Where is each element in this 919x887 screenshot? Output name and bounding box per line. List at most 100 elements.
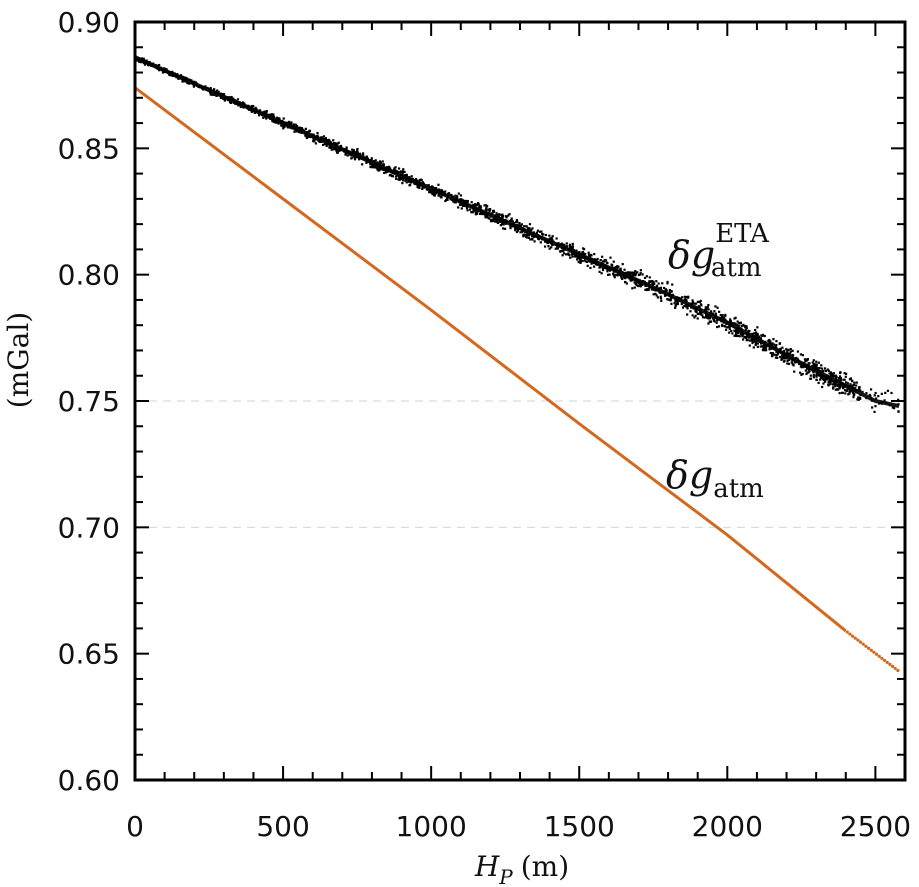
eta-point — [834, 376, 838, 379]
eta-point — [450, 193, 453, 197]
eta-point — [500, 213, 503, 216]
eta-point — [801, 354, 804, 357]
eta-point — [509, 219, 513, 222]
eta-point — [346, 154, 349, 157]
eta-point — [587, 251, 590, 254]
eta-point — [828, 372, 831, 375]
eta-point — [273, 120, 276, 124]
eta-point — [765, 349, 768, 352]
atm-tail-point — [877, 654, 881, 658]
eta-point — [401, 182, 404, 185]
eta-point — [409, 180, 412, 183]
eta-point — [479, 205, 483, 208]
eta-point — [331, 146, 334, 149]
eta-point — [780, 354, 784, 357]
eta-point — [447, 192, 450, 195]
eta-point — [745, 325, 748, 328]
eta-point — [571, 247, 574, 250]
eta-point — [654, 292, 657, 295]
axis-ticks — [134, 21, 906, 781]
eta-point — [706, 305, 709, 309]
eta-point — [507, 214, 510, 217]
eta-point — [519, 224, 522, 227]
eta-point — [791, 354, 795, 357]
eta-point — [272, 115, 275, 118]
atm-tail-point — [896, 668, 900, 673]
series-eta-core — [134, 55, 900, 409]
eta-point — [566, 253, 570, 256]
eta-point — [719, 314, 722, 317]
eta-point — [760, 334, 763, 337]
eta-point — [518, 222, 521, 225]
eta-point — [673, 302, 676, 305]
eta-point — [282, 117, 285, 120]
eta-point — [568, 243, 572, 246]
eta-point — [745, 339, 748, 342]
eta-point — [721, 315, 724, 318]
eta-point — [842, 385, 845, 389]
eta-point — [484, 208, 488, 211]
eta-point — [337, 141, 340, 144]
eta-point — [838, 392, 841, 395]
eta-point — [529, 238, 532, 241]
eta-point — [478, 204, 481, 207]
eta-point — [721, 324, 724, 328]
x-tick-label: 2000 — [692, 810, 763, 843]
eta-point — [354, 156, 357, 159]
atm-tail-point — [880, 656, 884, 660]
eta-point — [790, 361, 793, 364]
y-axis-label: (mGal) — [2, 312, 35, 408]
eta-point — [847, 393, 850, 396]
eta-point — [418, 178, 421, 182]
eta-point — [491, 211, 494, 214]
eta-point — [262, 116, 265, 119]
eta-point — [568, 254, 571, 257]
eta-point — [829, 371, 832, 374]
eta-point — [466, 209, 469, 212]
eta-point — [728, 328, 731, 331]
eta-point — [704, 313, 708, 316]
eta-point — [332, 139, 335, 142]
eta-point — [596, 257, 599, 261]
atm-tail-point — [890, 664, 895, 669]
eta-point — [452, 200, 455, 203]
eta-point — [800, 373, 803, 376]
eta-point — [590, 262, 593, 265]
eta-point — [209, 93, 212, 96]
eta-point — [253, 111, 256, 114]
eta-point — [402, 178, 405, 181]
eta-point — [852, 391, 855, 395]
eta-point — [236, 98, 240, 101]
eta-point — [861, 390, 864, 394]
eta-point — [586, 264, 589, 267]
eta-point — [684, 296, 688, 299]
eta-point — [638, 273, 642, 276]
eta-point — [142, 57, 145, 60]
eta-point — [783, 349, 786, 352]
eta-point — [372, 160, 376, 163]
eta-point — [779, 355, 782, 359]
eta-point — [440, 196, 443, 199]
eta-point — [729, 318, 732, 321]
eta-point — [691, 301, 695, 305]
eta-point — [633, 272, 636, 275]
eta-point — [686, 307, 689, 310]
eta-point — [457, 192, 460, 195]
eta-point — [722, 316, 726, 319]
eta-point — [699, 299, 702, 302]
eta-point — [575, 254, 578, 257]
eta-point — [812, 362, 815, 365]
eta-point — [381, 160, 384, 163]
eta-point — [355, 149, 359, 152]
eta-point — [541, 232, 544, 235]
eta-point — [371, 166, 374, 169]
eta-point — [405, 173, 408, 177]
eta-point — [569, 256, 572, 259]
eta-point — [486, 215, 489, 218]
eta-point — [716, 319, 719, 322]
eta-point — [853, 393, 856, 396]
eta-point — [522, 235, 525, 238]
eta-point — [502, 227, 505, 230]
eta-point — [417, 184, 420, 187]
eta-point — [472, 203, 475, 207]
